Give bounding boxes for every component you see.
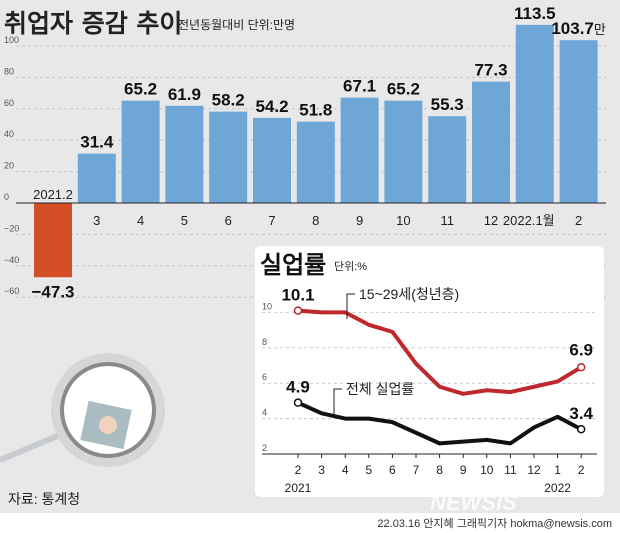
- magnifier-illustration: [0, 353, 165, 467]
- series-endpoint: [576, 363, 586, 372]
- y-tick-label: 40: [4, 129, 14, 139]
- x-tick-label: 3: [318, 463, 325, 477]
- x-category-label: 2022.1월: [503, 213, 555, 228]
- x-tick-label: 6: [389, 463, 396, 477]
- person-face-icon: [99, 416, 117, 434]
- bar-value-label: 51.8: [299, 101, 332, 120]
- bar-value-label: 54.2: [255, 97, 288, 116]
- y-tick-label: −40: [4, 255, 19, 265]
- unemployment-panel: [255, 246, 604, 497]
- source-note: 자료: 통계청: [8, 491, 80, 507]
- bar: [121, 100, 160, 203]
- y-tick-label: 6: [262, 372, 267, 382]
- y-tick-label: 100: [4, 35, 19, 45]
- bar: [559, 40, 598, 203]
- y-tick-label: 20: [4, 161, 14, 171]
- y-tick-label: 60: [4, 98, 14, 108]
- year-label: 2022: [544, 481, 571, 495]
- y-tick-label: 4: [262, 408, 267, 418]
- line-chart-title: 실업률: [260, 251, 326, 279]
- bar-value-label: 67.1: [343, 77, 376, 96]
- x-category-label: 11: [440, 213, 454, 228]
- bar: [340, 97, 379, 203]
- x-tick-label: 5: [365, 463, 372, 477]
- x-category-label: 4: [137, 213, 144, 228]
- bar: [515, 24, 554, 204]
- x-tick-label: 7: [413, 463, 420, 477]
- series-endpoint: [576, 424, 586, 434]
- endpoint-value-label: 3.4: [569, 404, 593, 423]
- total-series-label: 전체 실업률: [346, 381, 414, 397]
- bar-chart-title: 취업자 증감 추이: [4, 9, 182, 38]
- x-tick-label: 8: [436, 463, 443, 477]
- bar-value-label: 77.3: [474, 61, 507, 80]
- bar: [428, 116, 467, 203]
- x-tick-label: 2: [295, 463, 302, 477]
- bar-value-label: 103.7만: [551, 19, 606, 38]
- bar-chart-subtitle: 전년동월대비 단위:만명: [178, 18, 295, 32]
- x-category-label: 2021.2: [33, 187, 73, 202]
- x-tick-label: 9: [460, 463, 467, 477]
- x-category-label: 12: [484, 213, 498, 228]
- bar: [253, 117, 291, 203]
- unit-suffix: 만: [594, 22, 606, 37]
- y-tick-label: −20: [4, 223, 19, 233]
- bar: [34, 203, 72, 278]
- line-chart-subtitle: 단위:%: [334, 260, 367, 273]
- x-category-label: 3: [93, 213, 100, 228]
- youth-series-label: 15~29세(청년층): [359, 286, 459, 302]
- series-endpoint: [293, 306, 303, 315]
- endpoint-value-label: 10.1: [281, 286, 314, 305]
- x-category-label: 6: [225, 213, 232, 228]
- bar-value-label: 61.9: [168, 85, 201, 104]
- leader-line: [346, 293, 355, 319]
- bar: [296, 121, 335, 203]
- bar: [77, 153, 116, 203]
- x-tick-label: 10: [480, 463, 494, 477]
- y-tick-label: 10: [262, 301, 272, 311]
- x-category-label: 8: [312, 213, 319, 228]
- x-category-label: 7: [268, 213, 275, 228]
- credit-line: 22.03.16 안지혜 그래픽기자 hokma@newsis.com: [377, 517, 612, 530]
- y-tick-label: 8: [262, 337, 267, 347]
- bar: [384, 100, 423, 203]
- bar-value-label: 31.4: [80, 133, 114, 152]
- series-line: [297, 400, 583, 446]
- series-line: [297, 308, 583, 396]
- y-tick-label: 0: [4, 192, 9, 202]
- x-tick-label: 12: [527, 463, 541, 477]
- x-category-label: 9: [356, 213, 363, 228]
- bar-value-label: 65.2: [124, 80, 157, 99]
- x-tick-label: 11: [504, 463, 517, 477]
- newsis-watermark: NEWSIS: [430, 490, 517, 515]
- x-tick-label: 1: [554, 463, 561, 477]
- bar: [209, 111, 248, 203]
- x-tick-label: 4: [342, 463, 349, 477]
- leader-line: [333, 388, 342, 414]
- y-tick-label: 2: [262, 443, 267, 453]
- year-label: 2021: [285, 481, 312, 495]
- x-category-label: 10: [396, 213, 410, 228]
- x-category-label: 5: [181, 213, 188, 228]
- series-endpoint: [293, 398, 303, 407]
- bar: [165, 105, 204, 203]
- bar-value-label: −47.3: [31, 282, 74, 301]
- endpoint-value-label: 4.9: [286, 378, 310, 397]
- x-category-label: 2: [575, 213, 582, 228]
- y-tick-label: −60: [4, 286, 19, 296]
- magnifier-handle: [0, 432, 62, 463]
- endpoint-value-label: 6.9: [569, 340, 593, 359]
- bar-value-label: 65.2: [387, 80, 420, 99]
- y-tick-label: 80: [4, 66, 14, 76]
- bar-value-label: 113.5: [514, 4, 556, 23]
- bar-value-label: 55.3: [431, 95, 464, 114]
- bar-value-label: 58.2: [212, 91, 245, 110]
- x-tick-label: 2: [578, 463, 585, 477]
- bar: [472, 81, 510, 203]
